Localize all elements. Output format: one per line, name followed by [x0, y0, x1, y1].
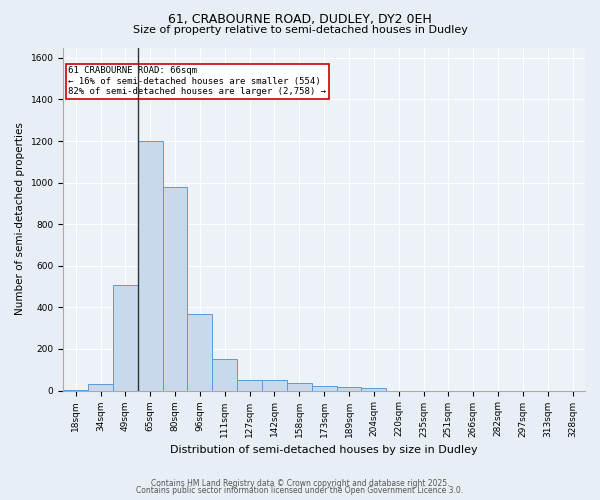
Bar	[212, 360, 237, 390]
Text: 61, CRABOURNE ROAD, DUDLEY, DY2 0EH: 61, CRABOURNE ROAD, DUDLEY, DY2 0EH	[168, 12, 432, 26]
Bar	[337, 388, 361, 390]
Bar	[361, 388, 386, 390]
X-axis label: Distribution of semi-detached houses by size in Dudley: Distribution of semi-detached houses by …	[170, 445, 478, 455]
Text: Size of property relative to semi-detached houses in Dudley: Size of property relative to semi-detach…	[133, 25, 467, 35]
Bar	[113, 284, 138, 391]
Bar	[262, 380, 287, 390]
Bar	[138, 141, 163, 390]
Bar	[88, 384, 113, 390]
Text: 61 CRABOURNE ROAD: 66sqm
← 16% of semi-detached houses are smaller (554)
82% of : 61 CRABOURNE ROAD: 66sqm ← 16% of semi-d…	[68, 66, 326, 96]
Bar	[237, 380, 262, 390]
Text: Contains HM Land Registry data © Crown copyright and database right 2025.: Contains HM Land Registry data © Crown c…	[151, 478, 449, 488]
Y-axis label: Number of semi-detached properties: Number of semi-detached properties	[15, 122, 25, 316]
Text: Contains public sector information licensed under the Open Government Licence 3.: Contains public sector information licen…	[136, 486, 464, 495]
Bar	[163, 187, 187, 390]
Bar	[187, 314, 212, 390]
Bar	[287, 384, 312, 390]
Bar	[312, 386, 337, 390]
